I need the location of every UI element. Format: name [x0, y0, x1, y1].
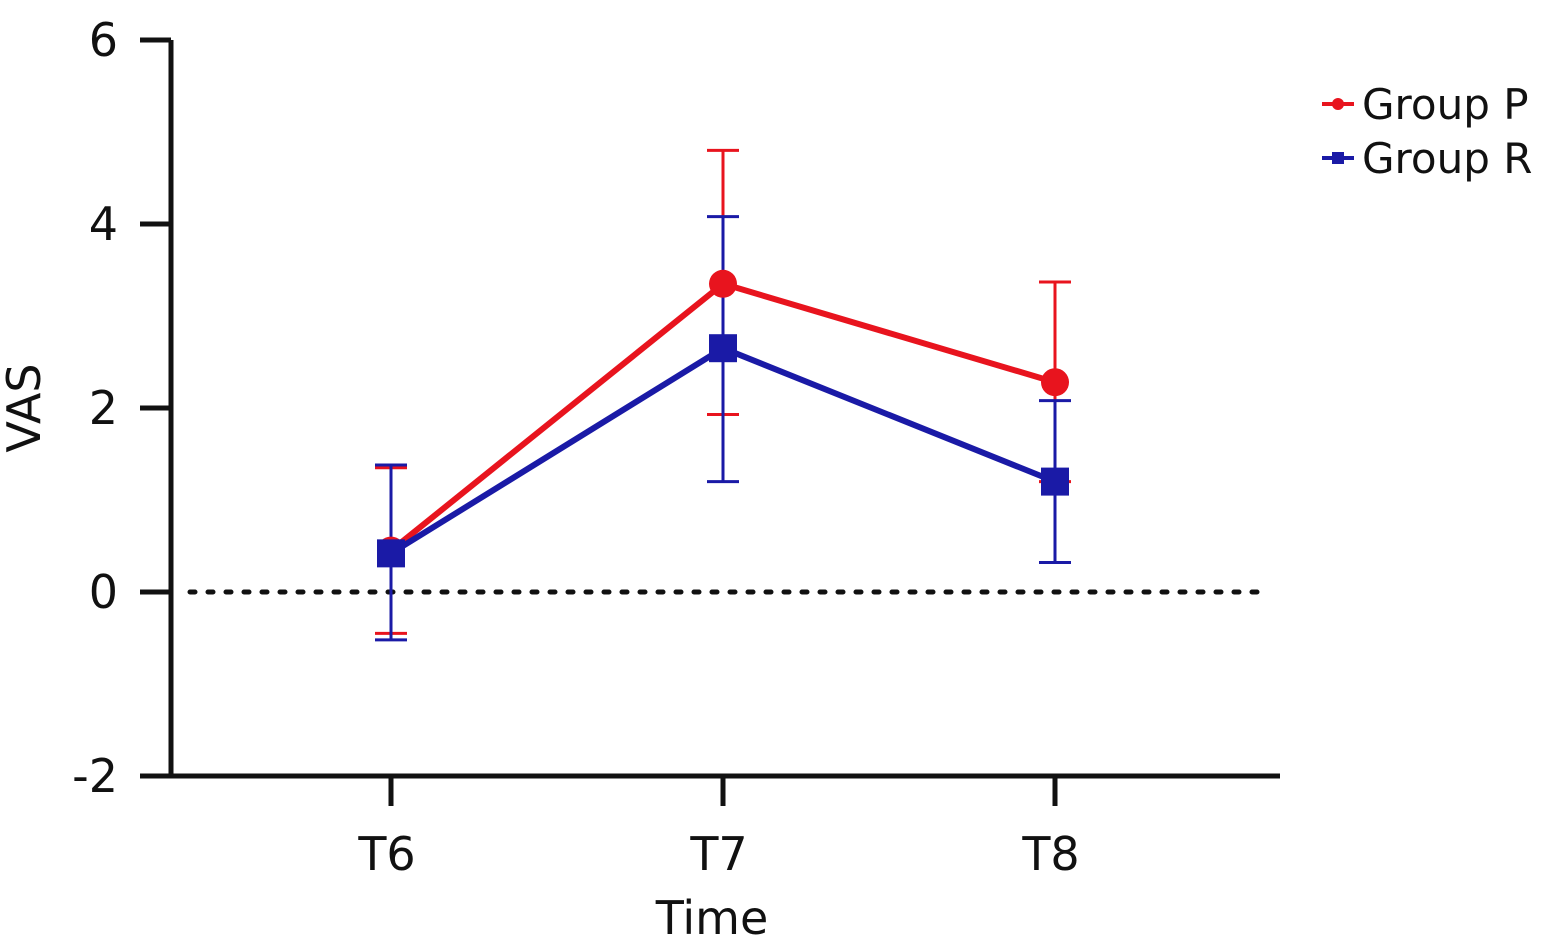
x-tick-label: T8 — [1021, 827, 1079, 881]
legend-label: Group P — [1362, 80, 1529, 129]
legend: Group P Group R — [1322, 80, 1532, 183]
x-axis-title: Time — [655, 891, 769, 945]
data-point — [1041, 467, 1069, 496]
plot-area — [187, 148, 1265, 642]
legend-label: Group R — [1362, 134, 1532, 183]
y-tick-label: 0 — [89, 565, 118, 619]
legend-item: Group P — [1322, 80, 1529, 129]
x-tick-label: T7 — [689, 827, 747, 881]
y-tick-label: 6 — [89, 13, 118, 67]
ticks: 6 4 2 0 -2 T6 T7 T8 — [72, 13, 1080, 881]
y-tick-label: 2 — [89, 381, 118, 435]
y-tick-label: -2 — [72, 749, 118, 803]
data-point — [1041, 368, 1069, 397]
legend-marker — [1332, 152, 1344, 164]
data-point — [377, 539, 405, 568]
x-tick-label: T6 — [357, 827, 415, 881]
legend-item: Group R — [1322, 134, 1532, 183]
y-axis-title: VAS — [0, 363, 51, 452]
data-point — [709, 334, 737, 363]
markers-group-r — [377, 334, 1069, 568]
data-point — [709, 269, 737, 298]
legend-marker — [1332, 98, 1344, 110]
y-tick-label: 4 — [89, 197, 118, 251]
